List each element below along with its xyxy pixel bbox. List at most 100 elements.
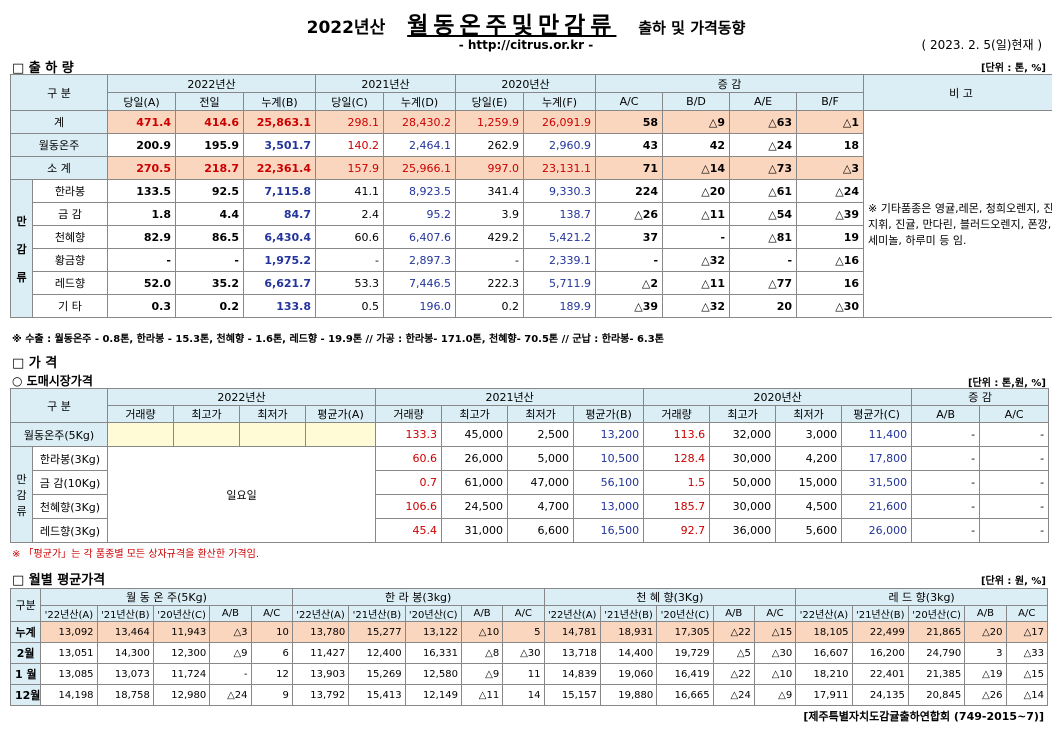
empty-2022-cell (304, 422, 377, 447)
row-name: 황금향 (32, 248, 108, 272)
value-cell: 21,600 (841, 494, 913, 519)
table-row: 12월 14,198 18,758 12,980 △24 9 13,792 15,413 12,… (9, 684, 1049, 706)
value-cell: △5 (712, 642, 755, 664)
value-cell: △2 (595, 271, 664, 295)
table-row: 계 471.4 414.6 25,863.1 298.1 28,430.2 1,259.9 2… (10, 110, 1052, 134)
monthly-subheader: '20년산(C) (152, 605, 211, 622)
value-cell: 26,000 (841, 518, 913, 543)
value-cell: 24,500 (441, 494, 509, 519)
value-cell: 53.3 (315, 271, 384, 295)
price-subheader: 최고가 (709, 405, 777, 423)
value-cell: △9 (662, 110, 731, 134)
table-row: 황금향 - -1,975.2-2,897.3-2,339.1- △32- △16 (11, 248, 1052, 272)
price-subsection-title: ○ 도매시장가격 (12, 374, 93, 388)
value-cell: △81 (729, 225, 798, 249)
value-cell: 196.0 (382, 294, 457, 318)
side-label-char: 류 (16, 270, 27, 284)
ship-subheader: 당일(C) (315, 92, 384, 111)
value-cell: 16,331 (404, 642, 462, 664)
price-note: ※ 「평균가」는 각 품종별 모든 상자규격을 환산한 가격임. (12, 549, 260, 560)
value-cell: 28,430.2 (382, 110, 457, 134)
value-cell: 19,880 (599, 684, 658, 706)
price-subheader: 최저가 (507, 405, 575, 423)
value-cell: 4,500 (775, 494, 843, 519)
table-row: 금 감 1.8 4.4 84.7 2.4 95.2 3.9 138.7 △26 △11 △54 △39 (11, 202, 1052, 226)
value-cell: 1.5 (643, 470, 711, 495)
value-cell: △14 (1005, 684, 1049, 706)
ph-2021: 2021년산 (375, 388, 645, 406)
value-cell: 224 (595, 179, 664, 203)
value-cell: 6 (250, 642, 293, 664)
value-cell: 1.8 (107, 202, 176, 226)
value-cell: 50,000 (709, 470, 777, 495)
value-cell: 16,200 (851, 642, 909, 664)
report-date: ( 2023. 2. 5(일)현재 ) (921, 38, 1042, 52)
value-cell: - (911, 518, 981, 543)
value-cell: 45.4 (375, 518, 443, 543)
value-cell: 128.4 (643, 446, 711, 471)
monthly-subheader: '21년산(B) (851, 605, 909, 622)
value-cell: △26 (964, 684, 1007, 706)
value-cell: △20 (964, 621, 1007, 643)
value-cell: 92.7 (643, 518, 711, 543)
value-cell: △15 (753, 621, 797, 643)
value-cell: 13,780 (291, 621, 350, 643)
value-cell: △30 (502, 642, 545, 664)
value-cell: 298.1 (315, 110, 384, 134)
empty-2022-cell (239, 422, 306, 447)
value-cell: 7,446.5 (382, 271, 457, 295)
value-cell: 16,419 (656, 663, 714, 685)
row-name: 레드향(3Kg) (32, 518, 108, 543)
monthly-group-header: 천 혜 향(3Kg) (543, 588, 797, 606)
footer-org: [제주특별자치도감귤출하연합회 (749-2015~7)] (803, 710, 1044, 723)
value-cell: 8,923.5 (382, 179, 457, 203)
value-cell: △10 (753, 663, 797, 685)
value-cell: 185.7 (643, 494, 711, 519)
value-cell: 25,863.1 (243, 110, 316, 134)
value-cell: 13,051 (40, 642, 98, 664)
ship-subheader: A/C (595, 92, 664, 111)
value-cell: 4,200 (775, 446, 843, 471)
value-cell: 262.9 (455, 133, 525, 157)
row-name: 소 계 (10, 156, 108, 180)
value-cell: 218.7 (175, 156, 244, 180)
h-2021: 2021년산 (314, 74, 457, 93)
row-name: 천혜향 (32, 225, 108, 249)
row-name: 12월 (9, 684, 42, 706)
monthly-subheader: '20년산(C) (907, 605, 966, 622)
remark-text: ※ 기타품종은 영귤,레몬, 청희오렌지, 진지휘, 진귤, 만다린, 블러드오… (863, 133, 1052, 318)
site-url[interactable]: - http://citrus.or.kr - (458, 38, 594, 52)
value-cell: - (107, 248, 176, 272)
value-cell: 113.6 (643, 422, 711, 447)
value-cell: 16,607 (795, 642, 853, 664)
value-cell: 0.7 (375, 470, 443, 495)
value-cell: 19 (796, 225, 865, 249)
value-cell: 6,600 (507, 518, 575, 543)
value-cell: 0.5 (315, 294, 384, 318)
value-cell: 2,500 (507, 422, 575, 447)
value-cell: 32,000 (709, 422, 777, 447)
value-cell: 92.5 (175, 179, 244, 203)
value-cell: 10,500 (573, 446, 645, 471)
table-row: 누계 13,092 13,464 11,943 △3 10 13,780 15,277 13,1… (9, 621, 1049, 643)
value-cell: △24 (209, 684, 252, 706)
ship-subheader: 전일 (175, 92, 244, 111)
row-name: 한라봉 (32, 179, 108, 203)
price-subheader: 최저가 (775, 405, 843, 423)
value-cell: △1 (796, 110, 865, 134)
value-cell: 6,407.6 (382, 225, 457, 249)
price-subheader: 거래량 (643, 405, 711, 423)
value-cell: - (979, 446, 1050, 471)
value-cell: △32 (662, 248, 731, 272)
value-cell: △3 (796, 156, 865, 180)
value-cell: 189.9 (523, 294, 597, 318)
value-cell: 5 (502, 621, 545, 643)
monthly-subheader: A/B (460, 605, 504, 622)
remark-cell (863, 110, 1052, 134)
value-cell: 84.7 (243, 202, 316, 226)
value-cell: 341.4 (455, 179, 525, 203)
value-cell: 60.6 (315, 225, 384, 249)
ship-section-title: □ 출 하 량 (12, 61, 74, 76)
